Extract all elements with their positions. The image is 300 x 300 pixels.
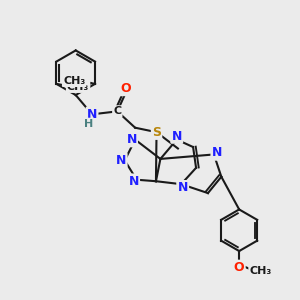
Text: N: N: [87, 108, 97, 121]
Text: C: C: [113, 106, 122, 116]
Text: N: N: [126, 133, 137, 146]
Text: CH₃: CH₃: [67, 82, 89, 92]
Text: N: N: [128, 175, 139, 188]
Text: N: N: [178, 181, 188, 194]
Text: N: N: [116, 154, 126, 167]
Text: O: O: [120, 82, 131, 95]
Text: N: N: [212, 146, 222, 160]
Text: CH₃: CH₃: [249, 266, 272, 276]
Text: H: H: [84, 119, 93, 129]
Text: CH₃: CH₃: [63, 76, 85, 86]
Text: S: S: [152, 126, 161, 139]
Text: O: O: [234, 261, 244, 274]
Text: N: N: [172, 130, 182, 142]
